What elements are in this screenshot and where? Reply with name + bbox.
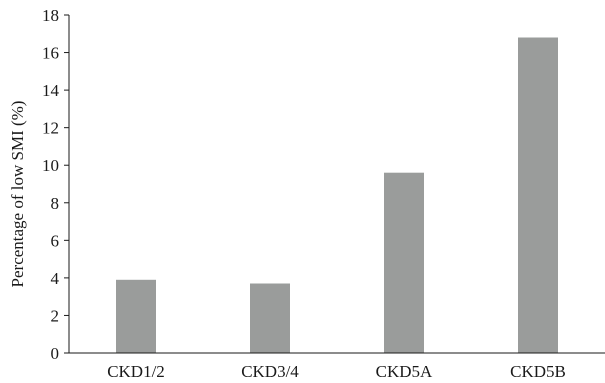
bar-ckd5b <box>518 37 558 353</box>
y-tick-label: 12 <box>42 119 59 138</box>
y-tick-label: 6 <box>51 231 60 250</box>
y-tick-label: 2 <box>51 306 60 325</box>
y-tick-label: 0 <box>51 344 60 363</box>
y-axis-title: Percentage of low SMI (%) <box>8 101 27 288</box>
x-category-label: CKD5B <box>510 362 566 381</box>
y-axis-ticks: 0 2 4 6 8 10 12 14 16 18 <box>42 6 69 363</box>
y-tick-label: 10 <box>42 156 59 175</box>
x-category-label: CKD3/4 <box>241 362 299 381</box>
y-tick-label: 8 <box>51 194 60 213</box>
bar-ckd5a <box>384 172 424 353</box>
y-tick-label: 4 <box>51 269 60 288</box>
bar-ckd1-2 <box>116 279 156 353</box>
y-tick-label: 16 <box>42 44 59 63</box>
y-tick-label: 18 <box>42 6 59 25</box>
x-axis-categories: CKD1/2 CKD3/4 CKD5A CKD5B <box>107 362 566 381</box>
x-category-label: CKD1/2 <box>107 362 165 381</box>
bars-group <box>116 37 558 353</box>
x-category-label: CKD5A <box>376 362 433 381</box>
y-tick-label: 14 <box>42 81 60 100</box>
bar-ckd3-4 <box>250 283 290 353</box>
